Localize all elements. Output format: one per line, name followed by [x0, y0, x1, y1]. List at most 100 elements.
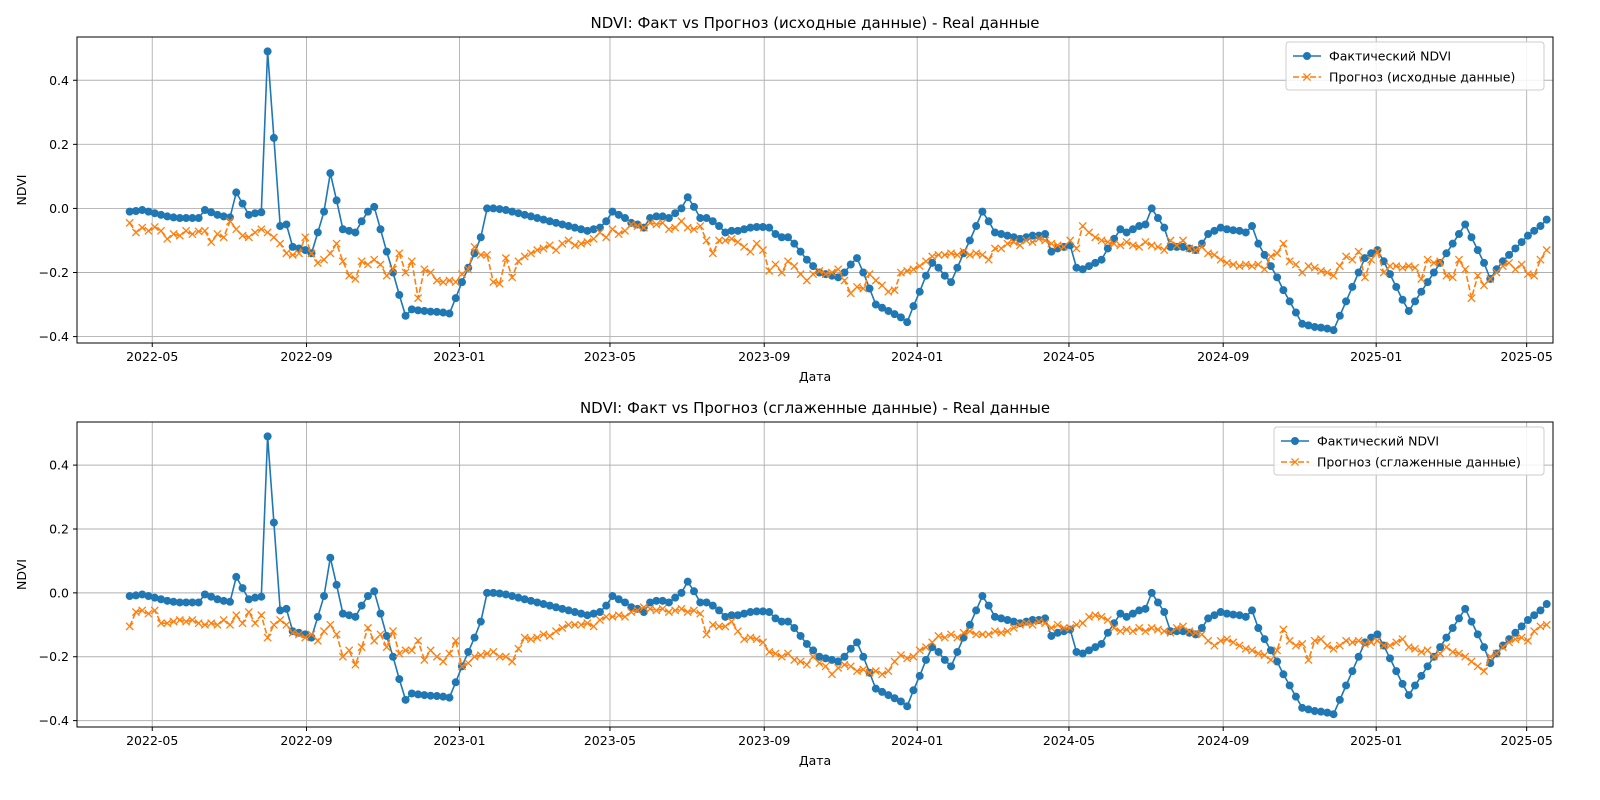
data-point [595, 228, 604, 237]
data-point [138, 223, 147, 232]
data-point [276, 222, 285, 231]
data-point [1072, 620, 1081, 629]
data-point [1385, 641, 1395, 650]
data-point [276, 606, 285, 615]
data-point [972, 222, 981, 231]
y-axis-label: NDVI [14, 559, 29, 590]
data-point [244, 210, 253, 219]
data-point [683, 607, 692, 617]
data-point [840, 276, 849, 285]
data-point [345, 271, 354, 280]
data-point [1110, 623, 1119, 633]
data-point [238, 619, 247, 628]
data-point [777, 233, 786, 242]
data-point [1153, 625, 1163, 634]
data-point [664, 607, 673, 617]
data-point [451, 278, 460, 287]
data-point [1279, 239, 1288, 248]
data-point [1160, 608, 1169, 617]
data-point [934, 263, 943, 272]
data-point [282, 620, 291, 629]
data-point [1454, 230, 1463, 239]
data-point [307, 630, 316, 639]
plot-frame [76, 36, 1554, 344]
legend-marker [1303, 52, 1311, 60]
data-point [1342, 297, 1351, 306]
data-point [257, 611, 266, 620]
data-point [1022, 619, 1031, 628]
legend-label: Прогноз (исходные данные) [1329, 70, 1515, 85]
x-tick-label: 2024-05 [1043, 349, 1095, 364]
data-point [972, 249, 981, 258]
data-point [1222, 609, 1231, 618]
data-point [890, 694, 899, 703]
data-point [1530, 611, 1539, 620]
data-point [1072, 647, 1081, 656]
data-point [1417, 671, 1426, 680]
data-point [1235, 262, 1244, 271]
data-point [602, 233, 611, 242]
data-point [163, 619, 172, 628]
series-actual [125, 432, 1551, 719]
data-point [1329, 710, 1338, 719]
data-point [708, 620, 717, 629]
data-point [551, 627, 561, 636]
data-point [1354, 247, 1363, 256]
data-point [1273, 249, 1282, 258]
data-point [288, 628, 297, 637]
data-point [746, 223, 755, 232]
data-point [1097, 639, 1106, 648]
data-point [909, 652, 918, 661]
data-point [389, 652, 398, 661]
data-point [652, 212, 661, 221]
data-point [627, 218, 636, 227]
data-point [1110, 239, 1119, 248]
data-point [1442, 271, 1451, 280]
data-point [1492, 268, 1501, 277]
data-point [1009, 623, 1018, 633]
data-point [765, 223, 774, 232]
data-point [301, 246, 310, 255]
data-point [1392, 262, 1401, 271]
data-point [432, 692, 441, 701]
data-point [1530, 271, 1539, 280]
data-point [439, 278, 448, 287]
data-point [1122, 238, 1131, 247]
data-point [1367, 255, 1376, 264]
data-point [1103, 615, 1112, 625]
data-point [526, 212, 535, 221]
data-point [1247, 646, 1257, 655]
data-point [909, 302, 918, 311]
data-point [1461, 220, 1470, 229]
data-point [207, 238, 216, 247]
data-point [407, 646, 416, 655]
data-point [570, 620, 579, 629]
data-point [689, 202, 698, 211]
data-point [1398, 295, 1407, 304]
data-point [276, 239, 285, 248]
data-point [1241, 260, 1250, 269]
series-line [129, 436, 1548, 716]
data-point [1423, 646, 1432, 655]
data-point [1041, 236, 1050, 245]
data-point [150, 593, 159, 602]
data-point [495, 279, 504, 288]
data-point [1172, 623, 1181, 633]
data-point [401, 268, 410, 277]
data-point [382, 631, 391, 640]
data-point [319, 627, 329, 636]
data-point [947, 662, 956, 671]
data-point [1298, 703, 1307, 712]
data-point [909, 265, 918, 274]
data-point [1241, 612, 1250, 621]
data-point [175, 214, 184, 223]
data-point [1028, 238, 1037, 247]
data-point [752, 635, 761, 644]
data-point [1542, 215, 1551, 224]
data-point [533, 214, 542, 223]
data-point [1348, 282, 1357, 291]
data-point [696, 598, 705, 607]
data-point [470, 652, 479, 661]
data-point [1461, 604, 1470, 613]
data-point [489, 588, 498, 597]
